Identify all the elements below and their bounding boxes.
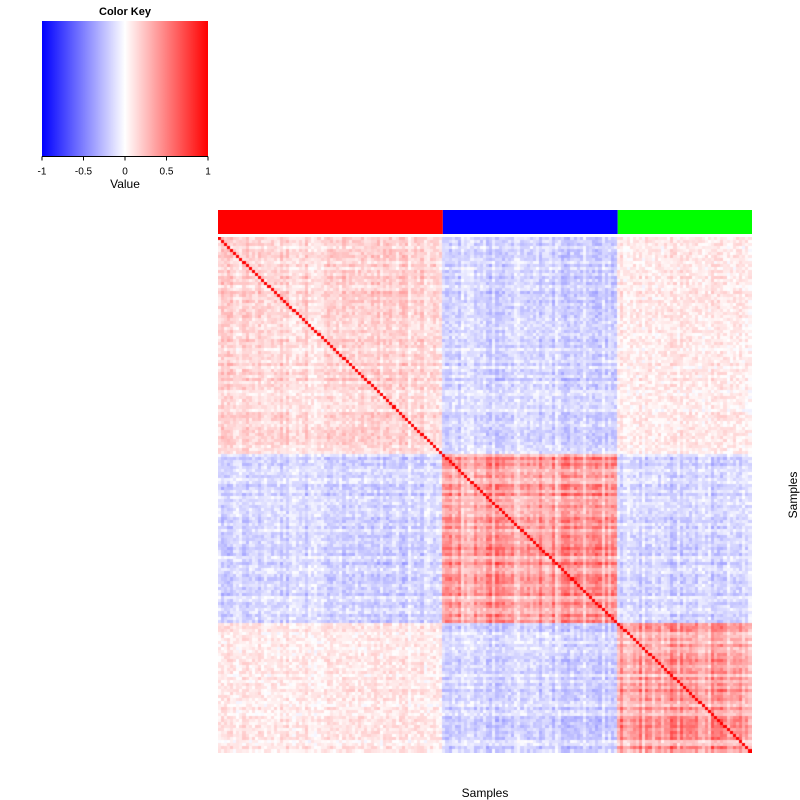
- color-key-tick-label: 1: [205, 167, 211, 178]
- color-key-gradient: [42, 21, 208, 156]
- color-key-tick-label: 0.5: [160, 167, 174, 178]
- color-key-label: Value: [110, 177, 140, 191]
- heatmap-matrix: [218, 237, 752, 753]
- color-key-tick-label: -1: [38, 167, 47, 178]
- color-key: Color Key -1 -0.5 0 0.5 1 Value: [38, 6, 212, 191]
- group-color-bar: [218, 210, 752, 234]
- group-bar-2: [442, 210, 618, 234]
- color-key-tick-label: -0.5: [75, 167, 93, 178]
- color-key-tick-label: 0: [122, 167, 128, 178]
- group-bar-1: [218, 210, 443, 234]
- color-key-ticks: -1 -0.5 0 0.5 1: [38, 156, 211, 178]
- y-axis-label: Samples: [786, 472, 800, 519]
- group-bar-3: [617, 210, 752, 234]
- x-axis-label: Samples: [462, 786, 509, 800]
- color-key-title: Color Key: [99, 6, 152, 18]
